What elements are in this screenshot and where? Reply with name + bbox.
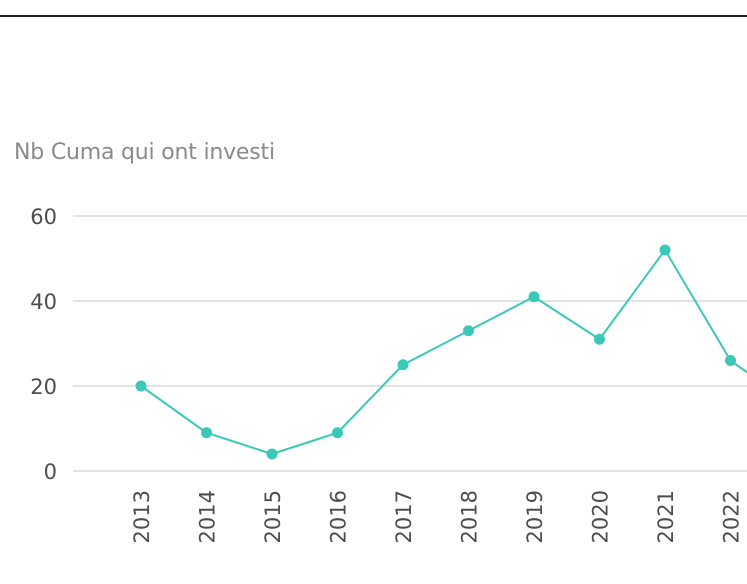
data-point bbox=[528, 291, 540, 303]
y-tick-label: 20 bbox=[30, 375, 57, 399]
y-tick-label: 40 bbox=[30, 290, 57, 314]
x-tick-label: 2022 bbox=[720, 490, 744, 543]
x-tick-label: 2014 bbox=[196, 490, 220, 543]
x-tick-label: 2020 bbox=[589, 490, 613, 543]
data-point bbox=[463, 325, 474, 337]
data-point bbox=[594, 333, 605, 345]
data-point bbox=[135, 380, 147, 392]
x-tick-label: 2017 bbox=[392, 490, 416, 543]
top-divider bbox=[0, 15, 747, 17]
y-axis-title: Nb Cuma qui ont investi bbox=[14, 140, 275, 165]
data-point bbox=[397, 359, 409, 371]
x-tick-label: 2013 bbox=[130, 490, 154, 543]
x-tick-label: 2019 bbox=[523, 490, 547, 543]
x-tick-label: 2018 bbox=[458, 490, 482, 543]
data-point bbox=[659, 244, 671, 256]
x-tick-label: 2015 bbox=[261, 490, 285, 543]
data-point bbox=[332, 427, 343, 439]
y-tick-label: 0 bbox=[44, 460, 57, 484]
y-tick-label: 60 bbox=[30, 205, 57, 229]
x-tick-label: 2016 bbox=[327, 490, 351, 543]
data-point bbox=[725, 355, 736, 366]
data-point bbox=[201, 427, 212, 439]
data-point bbox=[266, 448, 278, 460]
x-tick-label: 2021 bbox=[654, 490, 678, 543]
series-line bbox=[140, 249, 747, 455]
